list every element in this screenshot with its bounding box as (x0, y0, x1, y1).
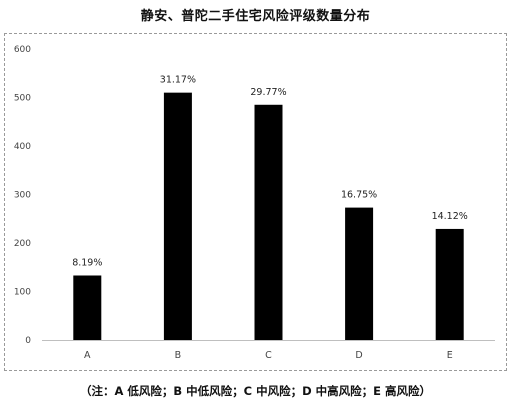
y-tick-label: 100 (14, 288, 31, 298)
bar-d (345, 207, 374, 340)
data-label-e: 14.12% (432, 211, 468, 222)
y-tick-label: 600 (14, 45, 31, 55)
y-tick-label: 300 (14, 191, 31, 201)
chart-frame (4, 33, 507, 371)
x-tick-label-a: A (84, 350, 91, 361)
data-label-a: 8.19% (72, 257, 102, 268)
data-label-b: 31.17% (160, 75, 196, 86)
data-label-c: 29.77% (250, 87, 286, 98)
x-axis: A B C D E (42, 340, 495, 361)
y-tick-label: 500 (14, 94, 31, 104)
chart-title: 静安、普陀二手住宅风险评级数量分布 (140, 9, 371, 24)
x-tick-label-c: C (265, 350, 272, 361)
y-tick-label: 400 (14, 142, 31, 152)
bar-e (435, 228, 464, 340)
data-label-d: 16.75% (341, 190, 377, 201)
bar-a (73, 275, 102, 340)
bar-c (254, 104, 283, 341)
x-tick-label-b: B (175, 350, 182, 361)
y-tick-label: 0 (25, 336, 31, 346)
y-axis: 0 100 200 300 400 500 600 (14, 45, 31, 346)
x-tick-label-e: E (447, 350, 453, 361)
y-tick-label: 200 (14, 239, 31, 249)
bar-b (163, 92, 192, 341)
legend-note: （注：A 低风险；B 中低风险；C 中风险；D 中高风险；E 高风险） (79, 384, 432, 398)
x-tick-label-d: D (355, 350, 362, 361)
bars-group: 8.19% 31.17% 29.77% 16.75% 14.12% (72, 75, 468, 341)
